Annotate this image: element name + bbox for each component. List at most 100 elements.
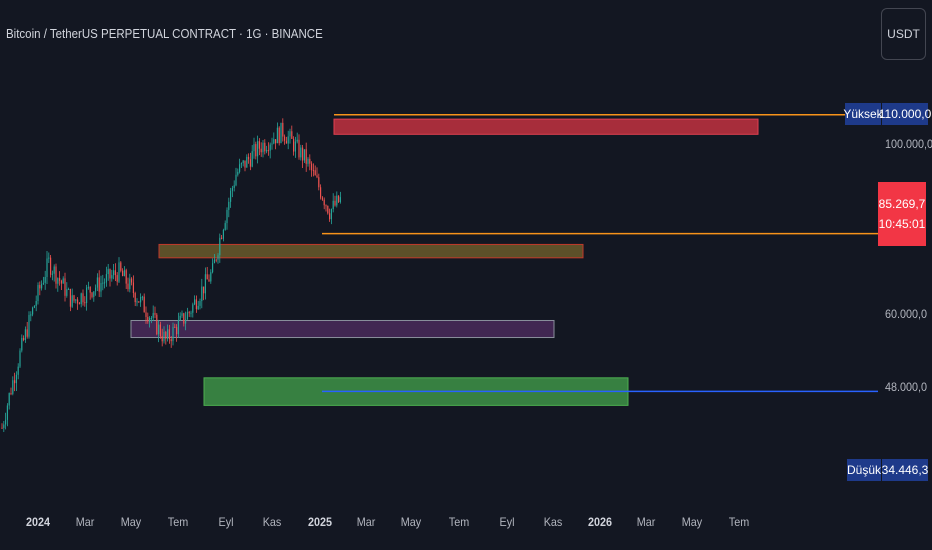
candle-body: [231, 187, 233, 191]
candle-body: [197, 305, 199, 310]
candle-body: [302, 147, 304, 161]
candle-body: [267, 150, 269, 152]
candle-body: [26, 329, 28, 337]
candle-body: [298, 139, 300, 158]
candle-body: [289, 131, 291, 137]
candle-body: [309, 158, 311, 164]
candle-body: [159, 324, 161, 337]
candle-body: [172, 326, 174, 342]
candle-body: [80, 293, 82, 305]
candle-body: [152, 313, 154, 318]
candle-body: [122, 270, 124, 277]
candle-body: [150, 317, 152, 319]
candle-body: [181, 313, 183, 316]
time-label: Kas: [543, 515, 563, 529]
candle-body: [257, 141, 259, 157]
zone-purple: [130, 319, 555, 339]
candle-body: [14, 380, 16, 384]
candle-body: [314, 170, 316, 176]
candle-body: [75, 299, 77, 301]
candle-body: [338, 195, 340, 203]
candle-body: [147, 316, 149, 322]
candle-body: [10, 393, 12, 395]
candle-body: [183, 313, 185, 324]
candle-body: [242, 160, 244, 164]
low-value: 34.446,3: [882, 459, 928, 481]
candle-body: [84, 302, 86, 304]
time-label: Mar: [636, 515, 656, 529]
currency-button[interactable]: USDT: [881, 8, 926, 60]
candle-body: [12, 380, 14, 394]
candle-body: [284, 136, 286, 141]
candle-body: [204, 274, 206, 294]
candle-body: [35, 300, 37, 306]
candle-body: [57, 278, 59, 284]
candle-body: [17, 366, 19, 375]
candle-body: [161, 336, 163, 342]
candle-body: [91, 292, 93, 297]
candle-body: [163, 331, 165, 342]
candle-body: [104, 282, 106, 284]
time-label: May: [400, 515, 422, 529]
candle-body: [179, 315, 181, 321]
candle-body: [73, 295, 75, 301]
time-label: Eyl: [218, 515, 234, 529]
candle-body: [93, 291, 95, 297]
candle-body: [48, 257, 50, 259]
candle-body: [185, 319, 187, 324]
candle-body: [8, 393, 10, 406]
candle-body: [195, 299, 197, 310]
candle-body: [320, 187, 322, 198]
candle-body: [102, 282, 104, 284]
candle-body: [240, 163, 242, 165]
candle-body: [280, 122, 282, 144]
candle-body: [132, 282, 134, 294]
candle-body: [131, 278, 133, 283]
candle-body: [87, 286, 89, 288]
candle-body: [118, 262, 120, 282]
low-tag: Düşük: [847, 459, 881, 481]
candle-body: [77, 299, 79, 304]
candle-body: [255, 144, 257, 157]
candle-body: [235, 174, 237, 186]
candle-body: [32, 307, 34, 315]
candle-body: [167, 329, 169, 339]
candle-body: [275, 139, 277, 144]
candle-body: [244, 160, 246, 168]
candle-body: [239, 164, 241, 172]
candle-body: [68, 288, 70, 290]
candle-body: [294, 141, 296, 152]
candle-body: [321, 197, 323, 200]
candle-body: [143, 296, 145, 313]
candle-body: [141, 296, 143, 298]
candle-body: [318, 177, 320, 188]
candle-body: [127, 283, 129, 290]
candle-body: [222, 229, 224, 239]
candle-body: [262, 142, 264, 153]
candle-body: [86, 287, 88, 304]
countdown-timer: 10:45:01: [878, 217, 926, 231]
candle-body: [221, 237, 223, 239]
candle-body: [201, 286, 203, 302]
candle-body: [264, 142, 266, 152]
candle-body: [55, 266, 57, 284]
candle-body: [6, 405, 8, 420]
candle-body: [78, 303, 80, 305]
last-price-value: 85.269,7: [878, 197, 926, 211]
candle-body: [307, 158, 309, 164]
candle-body: [125, 270, 127, 284]
candle-body: [50, 257, 52, 275]
candle-body: [149, 318, 151, 322]
time-label: May: [120, 515, 142, 529]
candle-body: [41, 283, 43, 289]
candle-body: [330, 209, 332, 220]
candle-body: [176, 327, 178, 335]
time-label: Mar: [75, 515, 95, 529]
candle-body: [46, 258, 48, 278]
candle-body: [42, 282, 44, 284]
candle-body: [188, 312, 190, 314]
time-label: Tem: [448, 515, 470, 529]
candle-body: [199, 301, 201, 306]
candle-body: [71, 295, 73, 307]
